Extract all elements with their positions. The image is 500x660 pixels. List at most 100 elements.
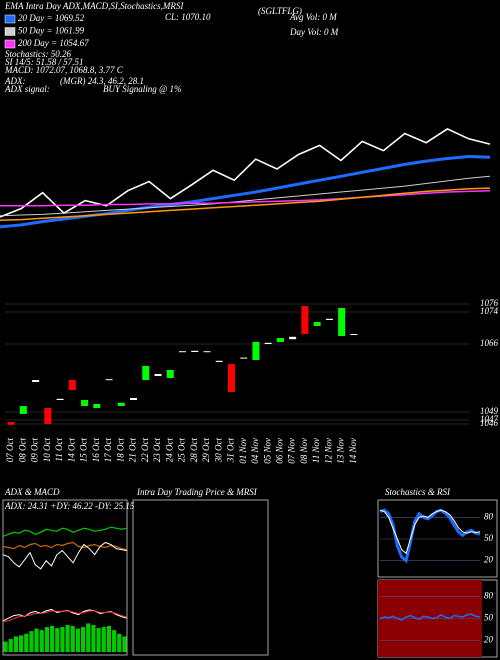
candle-body	[32, 380, 40, 382]
x-tick-label: 28 Oct	[189, 438, 199, 463]
series-line	[0, 187, 491, 222]
y-tick-label: 20	[484, 555, 494, 565]
candle-body	[301, 306, 309, 334]
histogram-bar	[19, 635, 24, 652]
x-tick-label: 31 Oct	[226, 438, 236, 464]
panel-frame	[377, 499, 498, 578]
panel-title: Intra Day Trading Price & MRSI	[136, 487, 258, 497]
candle-body	[191, 350, 199, 352]
x-tick-label: 08 Oct	[17, 438, 27, 463]
histogram-bar	[39, 630, 44, 652]
candle-body	[338, 308, 346, 336]
candle-body	[105, 379, 113, 381]
panel-frame	[2, 499, 128, 656]
series-line	[0, 175, 491, 217]
panel-frame	[132, 499, 269, 656]
histogram-bar	[117, 633, 122, 652]
series-line	[2, 541, 128, 570]
x-tick-label: 13 Nov	[336, 438, 346, 464]
x-tick-label: 06 Nov	[274, 438, 284, 464]
candle-body	[203, 351, 211, 353]
candle-body	[130, 398, 138, 400]
x-tick-label: 16 Oct	[91, 438, 101, 463]
x-tick-label: 14 Oct	[66, 438, 76, 463]
candle-body	[142, 366, 150, 380]
x-tick-label: 04 Nov	[250, 438, 260, 464]
annotation: EMA Intra Day ADX,MACD,SI,Stochastics,MR…	[4, 1, 184, 11]
series-line	[379, 508, 481, 564]
histogram-bar	[75, 628, 80, 652]
candle-body	[264, 342, 272, 344]
y-tick-label: 1047	[480, 414, 499, 424]
histogram-bar	[70, 626, 75, 652]
histogram-bar	[86, 623, 91, 652]
y-tick-label: 1076	[480, 298, 499, 308]
y-tick-label: 1066	[480, 338, 499, 348]
histogram-bar	[29, 631, 34, 652]
candle-body	[166, 370, 174, 378]
candle-body	[93, 404, 101, 408]
y-tick-label: 20	[484, 634, 494, 644]
annotation: Avg Vol: 0 M	[289, 12, 337, 22]
annotation: Stochastics: 50.26	[5, 49, 71, 59]
panel-title: Stochastics & RSI	[385, 487, 451, 497]
histogram-bar	[101, 627, 106, 652]
annotation: BUY Signaling @ 1%	[103, 84, 182, 94]
x-tick-label: 01 Nov	[238, 438, 248, 464]
series-line	[0, 154, 491, 229]
legend-label: 20 Day = 1069.52	[18, 13, 85, 23]
x-tick-label: 07 Oct	[5, 438, 15, 463]
histogram-bar	[24, 633, 29, 652]
x-tick-label: 17 Oct	[103, 438, 113, 463]
series-line	[379, 509, 481, 555]
y-tick-label: 80	[484, 511, 494, 521]
candle-body	[350, 334, 358, 335]
panel-subtitle: ADX: 24.31 +DY: 46.22 -DY: 25.15	[4, 501, 135, 511]
candle-body	[68, 380, 76, 390]
histogram-bar	[65, 624, 70, 652]
candle-body	[179, 351, 186, 353]
candle-body	[289, 336, 297, 340]
histogram-bar	[50, 626, 55, 652]
x-tick-label: 11 Nov	[311, 438, 321, 463]
legend-swatch	[4, 14, 16, 24]
candle-body	[56, 398, 64, 400]
candle-body	[325, 318, 333, 320]
candle-body	[19, 406, 27, 414]
candle-body	[227, 364, 235, 392]
y-tick-label: 50	[484, 613, 494, 623]
histogram-bar	[13, 636, 18, 652]
x-tick-label: 08 Nov	[299, 438, 309, 464]
y-tick-label: 1049	[480, 406, 499, 416]
x-tick-label: 25 Oct	[177, 438, 187, 463]
x-tick-label: 24 Oct	[164, 438, 174, 463]
panel-title: ADX & MACD	[4, 487, 60, 497]
histogram-bar	[91, 624, 96, 652]
legend-swatch	[4, 39, 16, 49]
legend-swatch	[4, 27, 16, 36]
x-tick-label: 15 Oct	[79, 438, 89, 463]
histogram-bar	[8, 639, 13, 652]
x-tick-label: 07 Nov	[287, 438, 297, 464]
annotation: CL: 1070.10	[165, 12, 211, 22]
x-tick-label: 18 Oct	[115, 438, 125, 463]
histogram-bar	[34, 628, 39, 652]
candle-body	[215, 360, 223, 362]
histogram-bar	[112, 630, 117, 652]
annotation: ADX signal:	[4, 84, 50, 94]
y-tick-label: 1074	[480, 306, 499, 316]
candle-body	[240, 357, 248, 359]
x-tick-label: 21 Oct	[128, 438, 138, 463]
x-tick-label: 12 Nov	[323, 438, 333, 464]
x-tick-label: 22 Oct	[140, 438, 150, 463]
histogram-bar	[122, 636, 127, 652]
x-tick-label: 30 Oct	[213, 438, 223, 464]
histogram-bar	[60, 627, 65, 652]
series-line	[0, 189, 491, 207]
annotation: (SGLTFLG)	[258, 6, 302, 16]
candle-body	[154, 374, 162, 376]
y-tick-label: 80	[484, 591, 494, 601]
candle-body	[252, 342, 260, 360]
